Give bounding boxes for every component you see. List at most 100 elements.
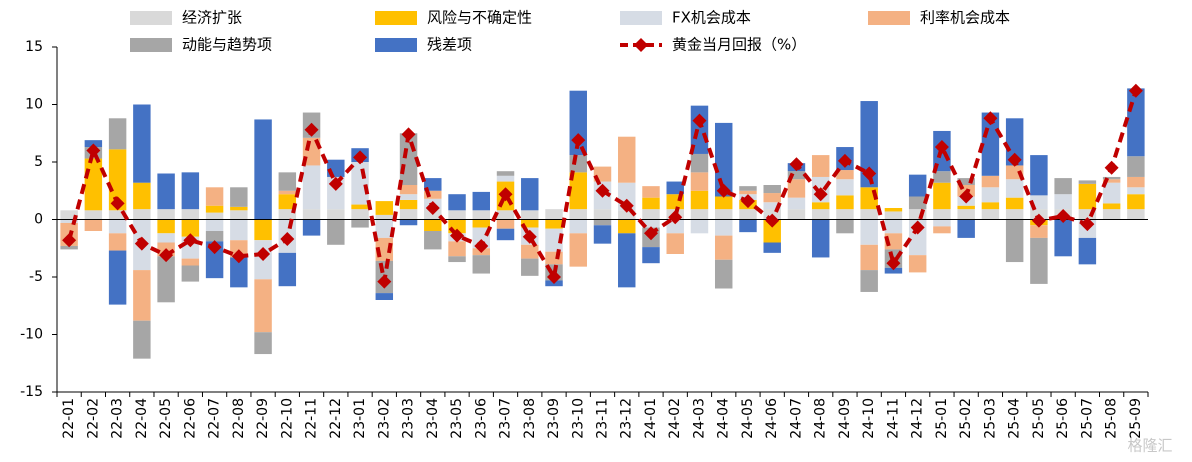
return-marker xyxy=(716,183,731,198)
bar-segment xyxy=(84,158,103,211)
bar-segment xyxy=(593,225,612,244)
bar-segment xyxy=(1127,156,1145,177)
x-tick-label: 24-04 xyxy=(716,398,732,439)
return-marker xyxy=(813,187,828,202)
x-tick-label: 25-03 xyxy=(982,398,998,439)
bar-segment xyxy=(302,209,321,220)
bar-segment xyxy=(254,332,272,355)
bar-segment xyxy=(448,194,466,211)
bar-segment xyxy=(60,219,78,223)
bar-segment xyxy=(787,197,806,210)
bar-segment xyxy=(521,219,539,228)
bar-segment xyxy=(375,293,394,300)
bar-segment xyxy=(739,186,757,191)
bar-segment xyxy=(545,219,563,229)
x-tick-label: 22-06 xyxy=(182,398,198,439)
bar-segment xyxy=(690,190,709,210)
x-tick-label: 24-12 xyxy=(910,398,926,439)
bar-segment xyxy=(1127,194,1145,210)
bar-segment xyxy=(278,172,297,191)
bar-segment xyxy=(884,208,903,212)
bar-segment xyxy=(157,173,175,210)
bar-segment xyxy=(1127,88,1145,157)
bar-segment xyxy=(981,202,1000,210)
bar-segment xyxy=(569,219,587,234)
bar-segment xyxy=(181,265,200,282)
bar-segment xyxy=(933,226,951,234)
legend-label: 残差项 xyxy=(427,36,472,54)
bar-segment xyxy=(278,190,297,195)
bar-segment xyxy=(157,256,175,303)
bar-segment xyxy=(133,182,151,210)
watermark: 格隆汇 xyxy=(1127,437,1172,455)
bar-segment xyxy=(1030,155,1048,196)
bar-segment xyxy=(690,209,709,220)
return-marker xyxy=(959,189,974,204)
x-tick-label: 23-09 xyxy=(546,398,562,439)
bar-segment xyxy=(933,209,951,220)
return-marker xyxy=(1128,83,1143,98)
return-marker xyxy=(401,127,416,142)
bar-segment xyxy=(1127,209,1145,220)
bar-segment xyxy=(763,242,781,253)
bar-segment xyxy=(957,219,975,238)
x-tick-label: 22-01 xyxy=(61,398,77,439)
bar-segment xyxy=(666,181,684,195)
legend-label: 黄金当月回报（%） xyxy=(672,36,806,54)
y-tick-label: 5 xyxy=(34,154,43,170)
x-tick-label: 23-03 xyxy=(401,398,417,439)
legend-marker xyxy=(634,38,648,52)
x-tick-label: 24-10 xyxy=(861,398,877,439)
bar-segment xyxy=(424,190,442,199)
bar-segment xyxy=(230,257,248,288)
bar-segment xyxy=(181,209,200,220)
bar-segment xyxy=(884,267,903,274)
bar-segment xyxy=(108,210,127,220)
bar-segment xyxy=(860,270,878,292)
x-tick-label: 25-04 xyxy=(1007,398,1023,439)
bar-segment xyxy=(642,209,660,220)
bar-segment xyxy=(1102,176,1121,180)
bar-segment xyxy=(593,209,612,220)
bar-segment xyxy=(448,210,466,220)
bar-segment xyxy=(108,149,127,211)
return-marker xyxy=(231,249,246,264)
bar-segment xyxy=(933,219,951,227)
bar-segment xyxy=(666,219,684,234)
bar-segment xyxy=(181,258,200,266)
bar-segment xyxy=(133,270,151,321)
bar-segment xyxy=(133,104,151,183)
bar-segment xyxy=(860,101,878,188)
bar-segment xyxy=(1078,209,1097,220)
bar-segment xyxy=(981,187,1000,203)
x-tick-label: 25-07 xyxy=(1079,398,1095,439)
return-marker xyxy=(547,270,562,284)
bar-segment xyxy=(545,209,563,220)
return-marker xyxy=(886,256,901,271)
bar-segment xyxy=(399,185,418,195)
legend-swatch xyxy=(130,11,172,25)
bar-segment xyxy=(108,250,127,305)
bar-segment xyxy=(205,219,224,231)
legend-label: 经济扩张 xyxy=(182,9,242,27)
bar-segment xyxy=(254,279,272,333)
bar-segment xyxy=(351,204,369,210)
return-marker xyxy=(134,236,149,251)
return-marker xyxy=(1104,160,1119,175)
bar-segment xyxy=(1054,194,1072,210)
bar-segment xyxy=(108,219,127,234)
legend-swatch xyxy=(620,11,662,25)
bar-segment xyxy=(1102,182,1121,204)
x-tick-label: 24-11 xyxy=(885,398,901,439)
return-marker xyxy=(522,229,537,244)
x-tick-label: 23-02 xyxy=(376,398,392,439)
bar-segment xyxy=(254,119,272,220)
bar-segment xyxy=(618,233,636,288)
bar-segment xyxy=(860,244,878,271)
x-tick-label: 25-05 xyxy=(1031,398,1047,439)
bar-segment xyxy=(569,233,587,267)
bar-segment xyxy=(739,219,757,233)
return-marker xyxy=(1056,209,1071,224)
bar-segment xyxy=(230,187,248,207)
